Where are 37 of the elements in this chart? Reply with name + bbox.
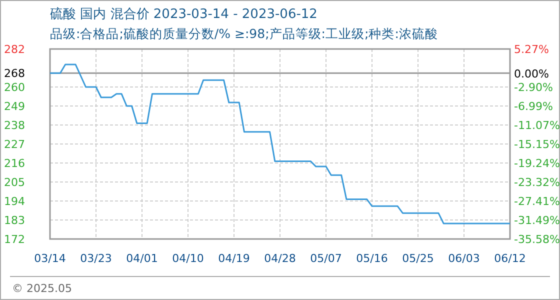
y2-tick-label: 0.00% <box>514 68 549 81</box>
y2-tick-label: -31.49% <box>514 214 560 227</box>
y-tick-label: 282 <box>4 43 25 56</box>
y-tick-label: 268 <box>4 67 25 80</box>
y2-tick-label: -23.32% <box>514 176 560 189</box>
chart-title: 硫酸 国内 混合价 2023-03-14 - 2023-06-12 <box>50 7 318 22</box>
x-tick-label: 05/25 <box>402 252 434 265</box>
y-tick-label: 183 <box>4 214 25 227</box>
y-tick-label: 238 <box>4 119 25 132</box>
y-tick-label: 194 <box>4 195 25 208</box>
y-tick-label: 205 <box>4 176 25 189</box>
x-tick-label: 04/19 <box>218 252 250 265</box>
y2-tick-label: -27.41% <box>514 195 560 208</box>
text: © 2025.05 <box>12 282 72 295</box>
y-tick-label: 260 <box>4 81 25 94</box>
y-tick-label: 172 <box>4 233 25 246</box>
y2-tick-label: -2.90% <box>514 81 553 94</box>
y-tick-label: 216 <box>4 157 25 170</box>
y2-tick-label: -11.07% <box>514 119 560 132</box>
x-tick-label: 06/03 <box>448 252 480 265</box>
x-tick-label: 04/28 <box>264 252 296 265</box>
x-tick-label: 03/14 <box>34 252 66 265</box>
y2-tick-label: -35.58% <box>514 233 560 246</box>
x-tick-label: 06/12 <box>494 252 526 265</box>
line-series <box>49 64 511 224</box>
x-tick-label: 03/23 <box>80 252 112 265</box>
x-tick-label: 05/16 <box>356 252 388 265</box>
y2-tick-label: -15.15% <box>514 138 560 151</box>
chart-subtitle: 品级:合格品;硫酸的质量分数/% ≥:98;产品等级:工业级;种类:浓硫酸 <box>50 26 438 41</box>
y-tick-label: 249 <box>4 100 25 113</box>
x-tick-label: 04/01 <box>126 252 158 265</box>
y2-tick-label: -19.24% <box>514 157 560 170</box>
y2-tick-label: -6.99% <box>514 100 553 114</box>
x-tick-label: 05/07 <box>310 252 342 265</box>
y2-tick-label: 5.27% <box>514 43 549 56</box>
x-tick-label: 04/10 <box>172 252 204 265</box>
y-tick-label: 227 <box>4 138 25 151</box>
